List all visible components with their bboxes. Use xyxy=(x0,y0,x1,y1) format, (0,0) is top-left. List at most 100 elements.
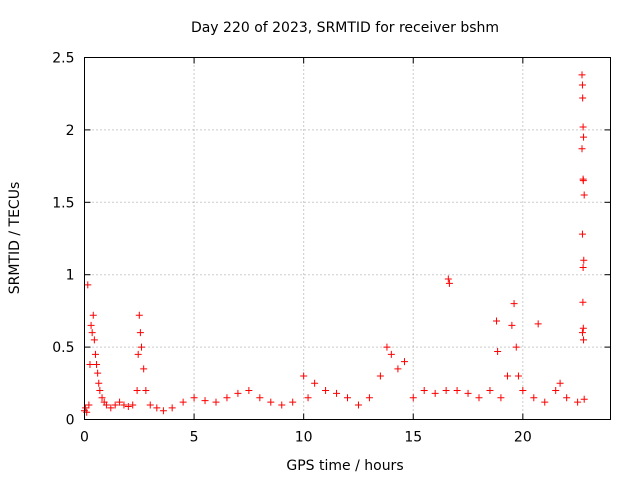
data-point xyxy=(278,401,286,409)
data-point xyxy=(497,394,505,402)
data-point xyxy=(159,407,167,415)
data-point xyxy=(387,350,395,358)
data-point xyxy=(133,387,141,395)
data-point xyxy=(168,404,176,412)
data-point xyxy=(574,398,582,406)
data-point xyxy=(87,321,95,329)
y-tick-label: 2.5 xyxy=(52,51,74,67)
data-point xyxy=(365,394,373,402)
y-tick-label: 0.5 xyxy=(52,340,74,356)
data-point xyxy=(519,387,527,395)
data-point xyxy=(464,389,472,397)
data-point xyxy=(578,71,586,79)
x-tick-label: 20 xyxy=(514,430,532,446)
data-point xyxy=(223,394,231,402)
data-point xyxy=(234,389,242,397)
data-point xyxy=(256,394,264,402)
data-point xyxy=(311,379,319,387)
data-point xyxy=(475,394,483,402)
data-point xyxy=(95,379,103,387)
data-point xyxy=(333,389,341,397)
data-point xyxy=(153,404,161,412)
data-point xyxy=(304,394,312,402)
data-point xyxy=(579,298,587,306)
x-tick-label: 0 xyxy=(80,430,89,446)
x-tick-label: 15 xyxy=(404,430,422,446)
data-point xyxy=(190,394,198,402)
data-point xyxy=(140,365,148,373)
data-point xyxy=(580,336,588,344)
data-point xyxy=(512,343,520,351)
data-point xyxy=(85,401,93,409)
data-point xyxy=(578,329,586,337)
data-point xyxy=(503,372,511,380)
data-point xyxy=(579,324,587,332)
data-point xyxy=(578,230,586,238)
data-point xyxy=(86,360,94,368)
data-point xyxy=(508,321,516,329)
data-point xyxy=(93,360,101,368)
data-point xyxy=(344,394,351,402)
data-point xyxy=(383,343,391,351)
data-point xyxy=(201,397,209,405)
data-point xyxy=(580,256,588,264)
x-tick-label: 5 xyxy=(190,430,199,446)
x-axis-label: GPS time / hours xyxy=(286,458,403,474)
data-point xyxy=(98,394,106,402)
data-point xyxy=(354,401,362,409)
data-point xyxy=(94,369,102,377)
data-point xyxy=(90,336,98,344)
data-point xyxy=(107,404,115,412)
data-point xyxy=(88,329,96,337)
data-point xyxy=(300,372,308,380)
data-point xyxy=(267,398,275,406)
data-point xyxy=(444,275,452,283)
data-point xyxy=(510,300,518,308)
data-point xyxy=(409,394,417,402)
y-tick-label: 2 xyxy=(66,123,75,139)
data-point xyxy=(116,398,124,406)
y-tick-label: 1 xyxy=(66,268,75,284)
data-point xyxy=(580,133,588,141)
ticks: 0 5 10 15 20 0 0.5 1 1.5 2 2.5 xyxy=(52,51,611,446)
data-point xyxy=(580,395,588,403)
data-point xyxy=(514,372,522,380)
grid xyxy=(84,57,611,420)
data-point xyxy=(420,387,428,395)
data-point xyxy=(579,177,587,185)
data-point xyxy=(91,350,99,358)
data-point xyxy=(129,401,137,409)
data-point xyxy=(289,398,297,406)
data-point xyxy=(137,343,145,351)
data-point xyxy=(442,387,450,395)
data-point xyxy=(400,358,408,366)
data-point xyxy=(142,387,150,395)
data-point xyxy=(322,387,330,395)
data-point xyxy=(578,145,586,153)
y-axis-label: SRMTID / TECUs xyxy=(7,182,23,295)
data-point xyxy=(445,279,453,287)
data-point xyxy=(124,402,132,410)
data-point xyxy=(552,387,560,395)
y-tick-label: 1.5 xyxy=(52,195,74,211)
data-point xyxy=(494,347,502,355)
data-point xyxy=(563,394,571,402)
data-point xyxy=(134,350,142,358)
data-point xyxy=(579,123,587,131)
data-point xyxy=(578,81,586,89)
data-point xyxy=(245,387,253,395)
data-point xyxy=(579,263,587,271)
data-point xyxy=(394,365,402,373)
data-point xyxy=(556,379,564,387)
data-point xyxy=(146,401,154,409)
data-point xyxy=(486,387,494,395)
data-point xyxy=(541,398,549,406)
data-point xyxy=(376,372,384,380)
plot-border xyxy=(84,57,611,420)
data-point xyxy=(89,311,97,319)
data-point xyxy=(111,401,119,409)
data-point xyxy=(534,320,542,328)
data-point xyxy=(580,191,588,199)
data-point xyxy=(135,311,143,319)
